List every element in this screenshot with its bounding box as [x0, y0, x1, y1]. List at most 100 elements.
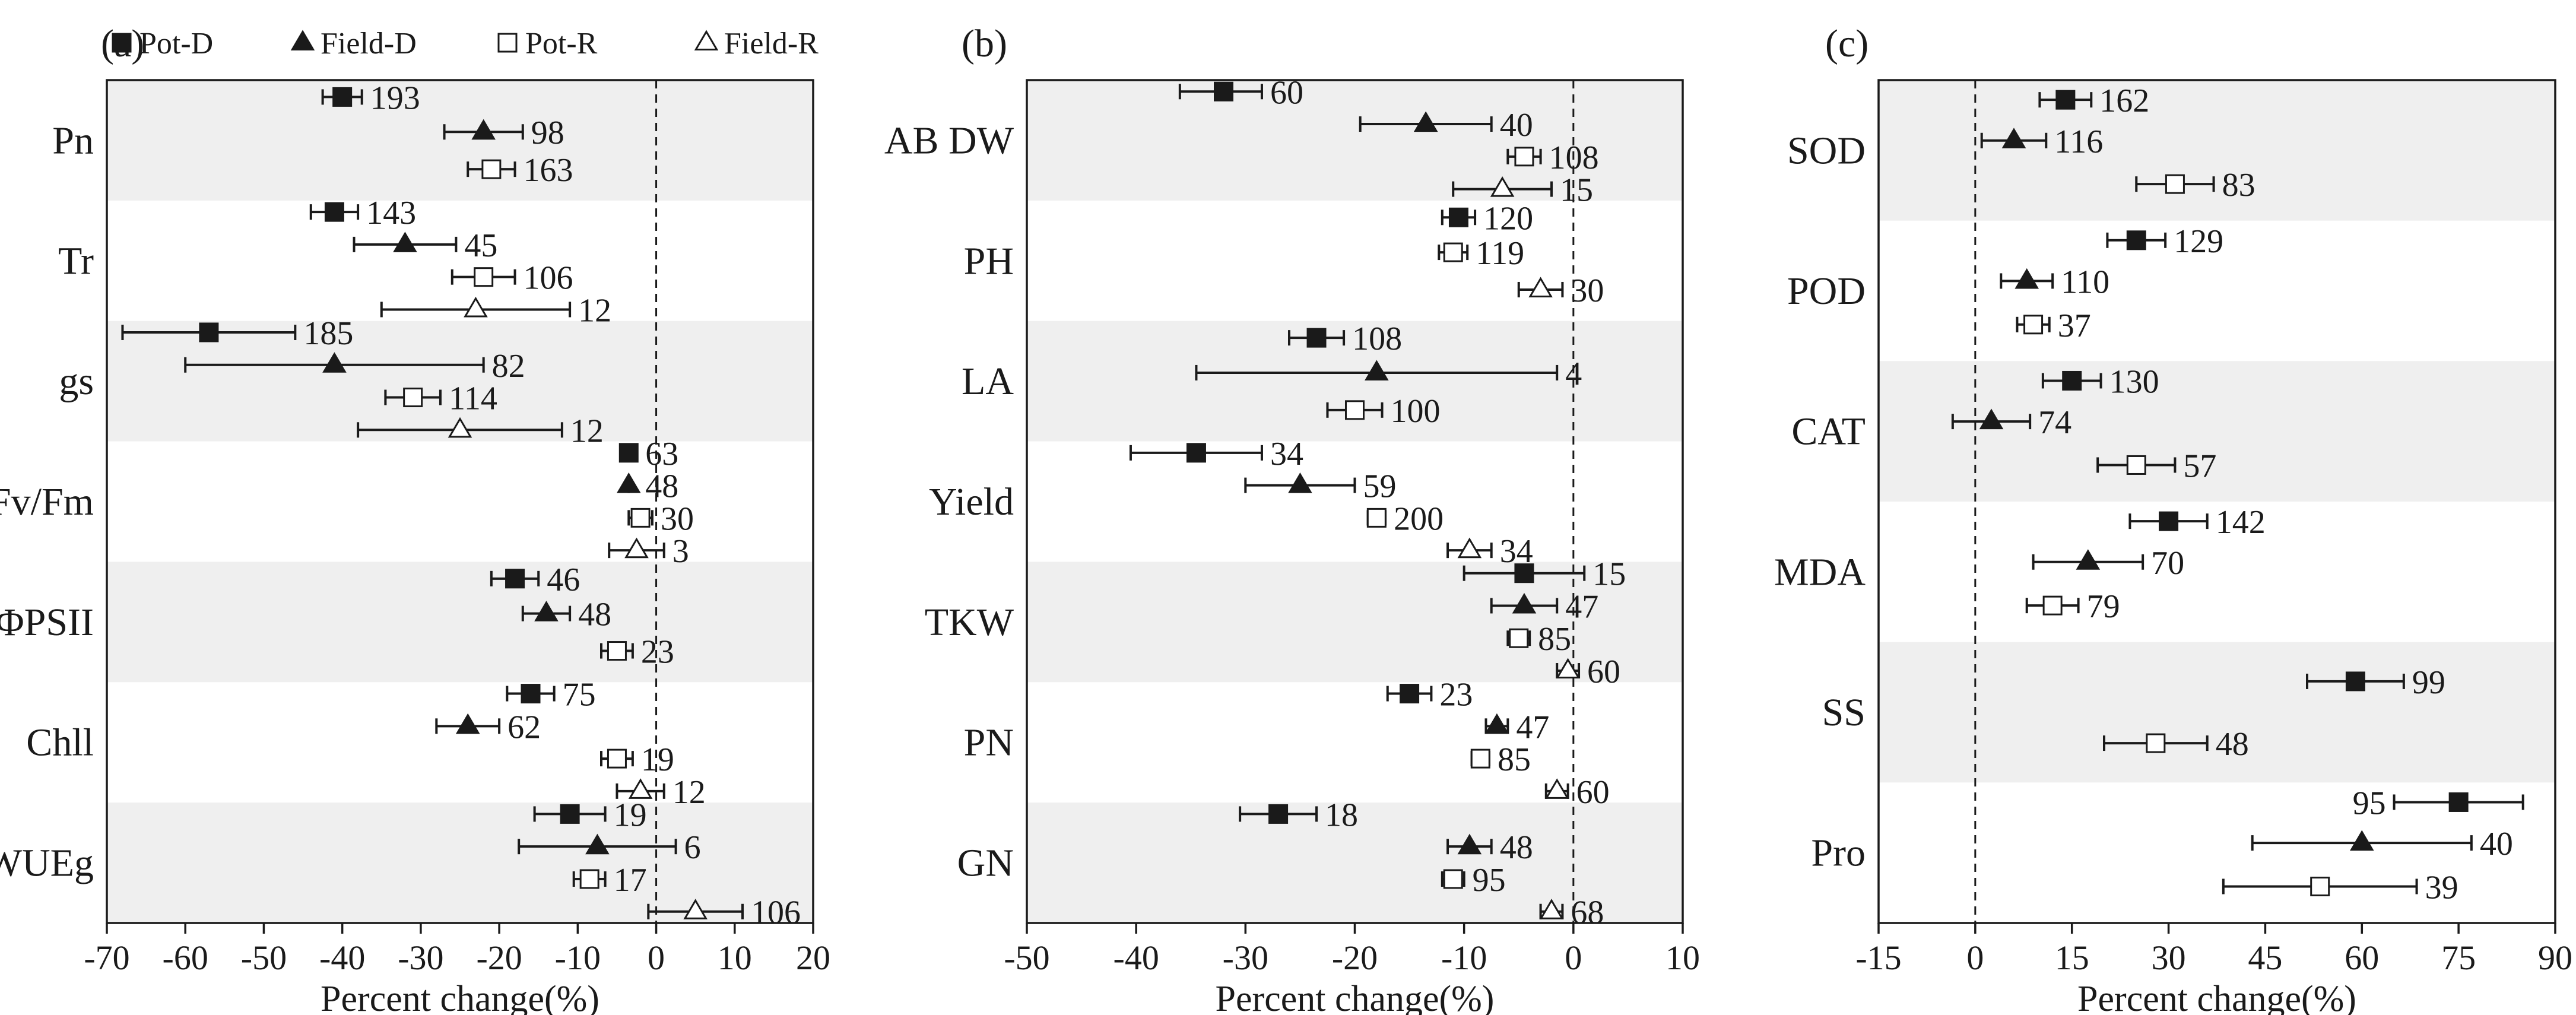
shaded-band: [1879, 361, 2555, 502]
sample-size-label: 106: [524, 260, 573, 297]
sample-size-label: 163: [524, 152, 573, 189]
x-tick-label: 60: [2345, 938, 2379, 977]
marker-pot-d: [2062, 370, 2082, 391]
effect-point: 74: [1951, 404, 2071, 441]
marker-field-d: [1288, 472, 1312, 493]
marker-pot-d: [2055, 90, 2076, 110]
marker-field-d: [393, 231, 417, 252]
category-label: Yield: [929, 480, 1014, 524]
sample-size-label: 12: [578, 292, 611, 329]
sample-size-label: 59: [1363, 468, 1397, 505]
marker-pot-d: [1268, 804, 1289, 824]
shaded-band: [1879, 80, 2555, 221]
marker-field-r: [1490, 176, 1515, 197]
sample-size-label: 60: [1576, 774, 1610, 811]
effect-point: 30: [627, 500, 694, 537]
sample-size-label: 63: [645, 436, 678, 472]
sample-size-label: 85: [1538, 621, 1571, 658]
legend-item: Pot-D: [112, 27, 213, 61]
legend-item: Pot-R: [497, 27, 598, 61]
marker-pot-d: [2126, 230, 2146, 250]
x-tick-label: 20: [796, 938, 830, 977]
marker-pot-r: [1443, 242, 1463, 262]
sample-size-label: 60: [1270, 74, 1303, 111]
category-label: Pro: [1811, 832, 1866, 875]
sample-size-label: 106: [751, 895, 801, 931]
category-row: LA 108 4 100: [962, 321, 1582, 430]
x-tick-label: 75: [2441, 938, 2476, 977]
sample-size-label: 85: [1498, 741, 1531, 778]
legend-marker-pot-d: [112, 33, 132, 53]
sample-size-label: 48: [2216, 726, 2249, 763]
effect-point: 95: [1441, 862, 1506, 899]
category-label: Pn: [52, 119, 94, 162]
effect-point: 6: [518, 829, 701, 866]
marker-pot-d: [1186, 443, 1206, 463]
marker-pot-r: [2146, 733, 2166, 753]
marker-field-r: [628, 778, 653, 799]
sample-size-label: 47: [1516, 709, 1549, 746]
sample-size-label: 100: [1391, 393, 1441, 430]
sample-size-label: 116: [2054, 123, 2103, 160]
marker-pot-r: [2042, 595, 2063, 616]
effect-point: 106: [647, 895, 801, 931]
effect-point: 19: [600, 741, 674, 778]
sample-size-label: 40: [1500, 107, 1533, 144]
x-tick-label: 10: [1665, 938, 1700, 977]
x-axis-label: Percent change(%): [321, 979, 599, 1015]
marker-field-d: [1979, 408, 2004, 430]
marker-field-d: [2015, 268, 2039, 289]
sample-size-label: 130: [2109, 363, 2159, 400]
sample-size-label: 12: [672, 774, 706, 811]
x-tick-label: -40: [1113, 938, 1159, 977]
sample-size-label: 57: [2183, 448, 2216, 484]
effect-point: 15: [1463, 556, 1626, 593]
sample-size-label: 95: [1473, 862, 1506, 899]
marker-field-d: [1484, 713, 1509, 734]
marker-field-r: [1528, 277, 1553, 298]
sample-size-label: 82: [492, 348, 525, 385]
sample-size-label: 15: [1560, 172, 1593, 209]
category-label: gs: [59, 360, 94, 403]
sample-size-label: 45: [464, 227, 497, 264]
marker-pot-r: [607, 748, 627, 769]
sample-size-label: 193: [370, 80, 420, 116]
effect-point: 143: [309, 195, 416, 231]
effect-point: 106: [451, 260, 573, 297]
effect-point: 85: [1506, 621, 1571, 658]
plot-frame: [1877, 79, 2556, 924]
sample-size-label: 18: [1325, 797, 1358, 833]
sample-size-label: 6: [684, 829, 701, 866]
effect-point: 23: [600, 634, 674, 671]
sample-size-label: 30: [661, 500, 694, 537]
marker-field-r: [1544, 778, 1569, 799]
marker-pot-d: [560, 804, 580, 824]
sample-size-label: 95: [2353, 785, 2386, 821]
sample-size-label: 34: [1270, 436, 1303, 472]
sample-size-label: 114: [449, 380, 497, 417]
effect-point: 48: [1446, 829, 1533, 866]
panel-b: (b) -50 -40 -30 -20 -10 0 10 Percent change(%) AB…: [884, 22, 1700, 1015]
category-row: MDA 142 70 79: [1774, 504, 2266, 625]
sample-size-label: 19: [641, 741, 674, 778]
category-label: Fv/Fm: [0, 480, 94, 524]
sample-size-label: 185: [303, 315, 353, 352]
sample-size-label: 17: [614, 862, 647, 899]
panel-a: (a) -70 -60 -50 -40 -30 -20 -10 0 10 20 Percent cha…: [0, 22, 830, 1015]
sample-size-label: 108: [1549, 139, 1599, 176]
marker-pot-d: [1306, 328, 1327, 348]
marker-pot-r: [481, 159, 502, 179]
x-tick-label: -20: [1332, 938, 1378, 977]
panel-label: (a): [101, 22, 144, 65]
effect-point: 108: [1506, 139, 1599, 176]
category-label: Chll: [26, 721, 94, 765]
marker-field-d: [1365, 360, 1389, 380]
legend-item: Field-D: [290, 27, 417, 61]
effect-point: 60: [1544, 774, 1610, 811]
x-tick-label: 90: [2538, 938, 2572, 977]
marker-field-d: [585, 833, 610, 855]
marker-pot-r: [1509, 628, 1529, 648]
category-label: POD: [1787, 269, 1866, 313]
